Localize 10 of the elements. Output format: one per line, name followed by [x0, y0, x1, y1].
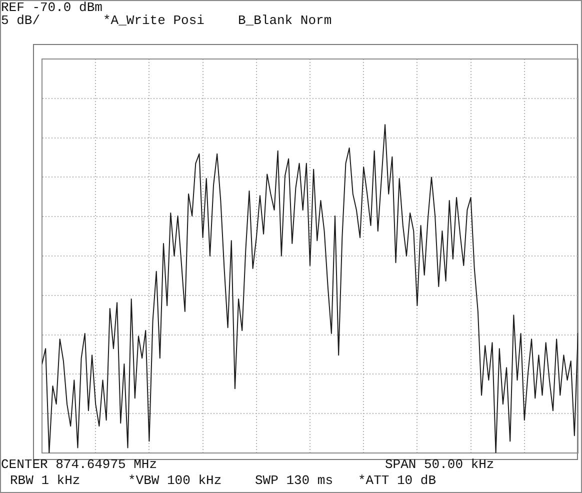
text: CENTER 874.64975 MHz	[1, 457, 158, 472]
text: SWP 130 ms	[255, 473, 334, 488]
text: RBW 1 kHz	[10, 473, 80, 488]
text: SPAN 50.00 kHz	[385, 457, 494, 472]
text: REF -70.0 dBm	[1, 0, 102, 15]
text: 5 dB/	[1, 13, 40, 28]
text: *A_Write Posi	[103, 13, 204, 28]
text: *VBW 100 kHz	[128, 473, 222, 488]
text: B_Blank Norm	[238, 13, 332, 28]
text: *ATT 10 dB	[358, 473, 436, 488]
